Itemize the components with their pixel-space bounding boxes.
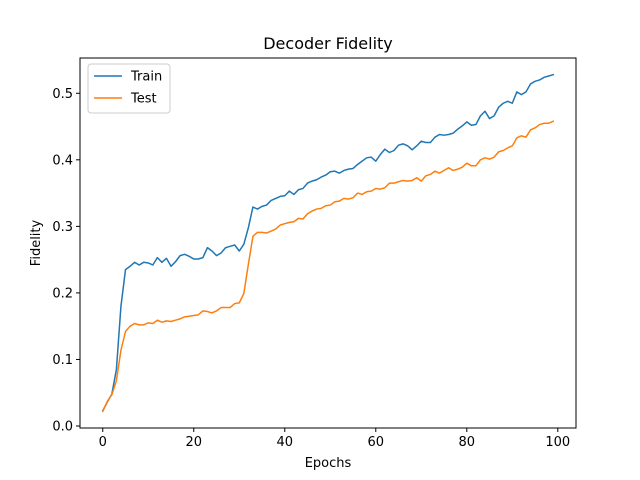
y-axis: 0.0 0.1 0.2 0.3 0.4 0.5 xyxy=(52,87,80,435)
y-tick-label: 0.4 xyxy=(52,153,73,168)
y-tick-label: 0.1 xyxy=(52,353,73,368)
x-tick-label: 20 xyxy=(185,435,202,450)
plot-lines xyxy=(101,73,555,413)
x-tick-label: 40 xyxy=(276,435,293,450)
legend: Train Test xyxy=(87,63,171,114)
x-tick-label: 100 xyxy=(545,435,570,450)
x-axis: 0 20 40 60 80 100 xyxy=(99,428,570,450)
plot-frame xyxy=(79,57,577,429)
x-tick-label: 80 xyxy=(459,435,476,450)
x-axis-label: Epochs xyxy=(305,456,352,471)
series-line-test xyxy=(101,120,555,413)
legend-label-train: Train xyxy=(130,70,162,85)
y-tick-label: 0.5 xyxy=(52,87,73,102)
x-tick-label: 0 xyxy=(99,435,107,450)
y-tick-label: 0.3 xyxy=(52,220,73,235)
legend-label-test: Test xyxy=(130,92,157,107)
y-tick-label: 0.0 xyxy=(52,420,73,435)
series-line-train xyxy=(101,73,555,412)
chart-title: Decoder Fidelity xyxy=(263,34,393,53)
y-tick-label: 0.2 xyxy=(52,286,73,301)
x-tick-label: 60 xyxy=(368,435,385,450)
y-axis-label: Fidelity xyxy=(29,219,44,266)
